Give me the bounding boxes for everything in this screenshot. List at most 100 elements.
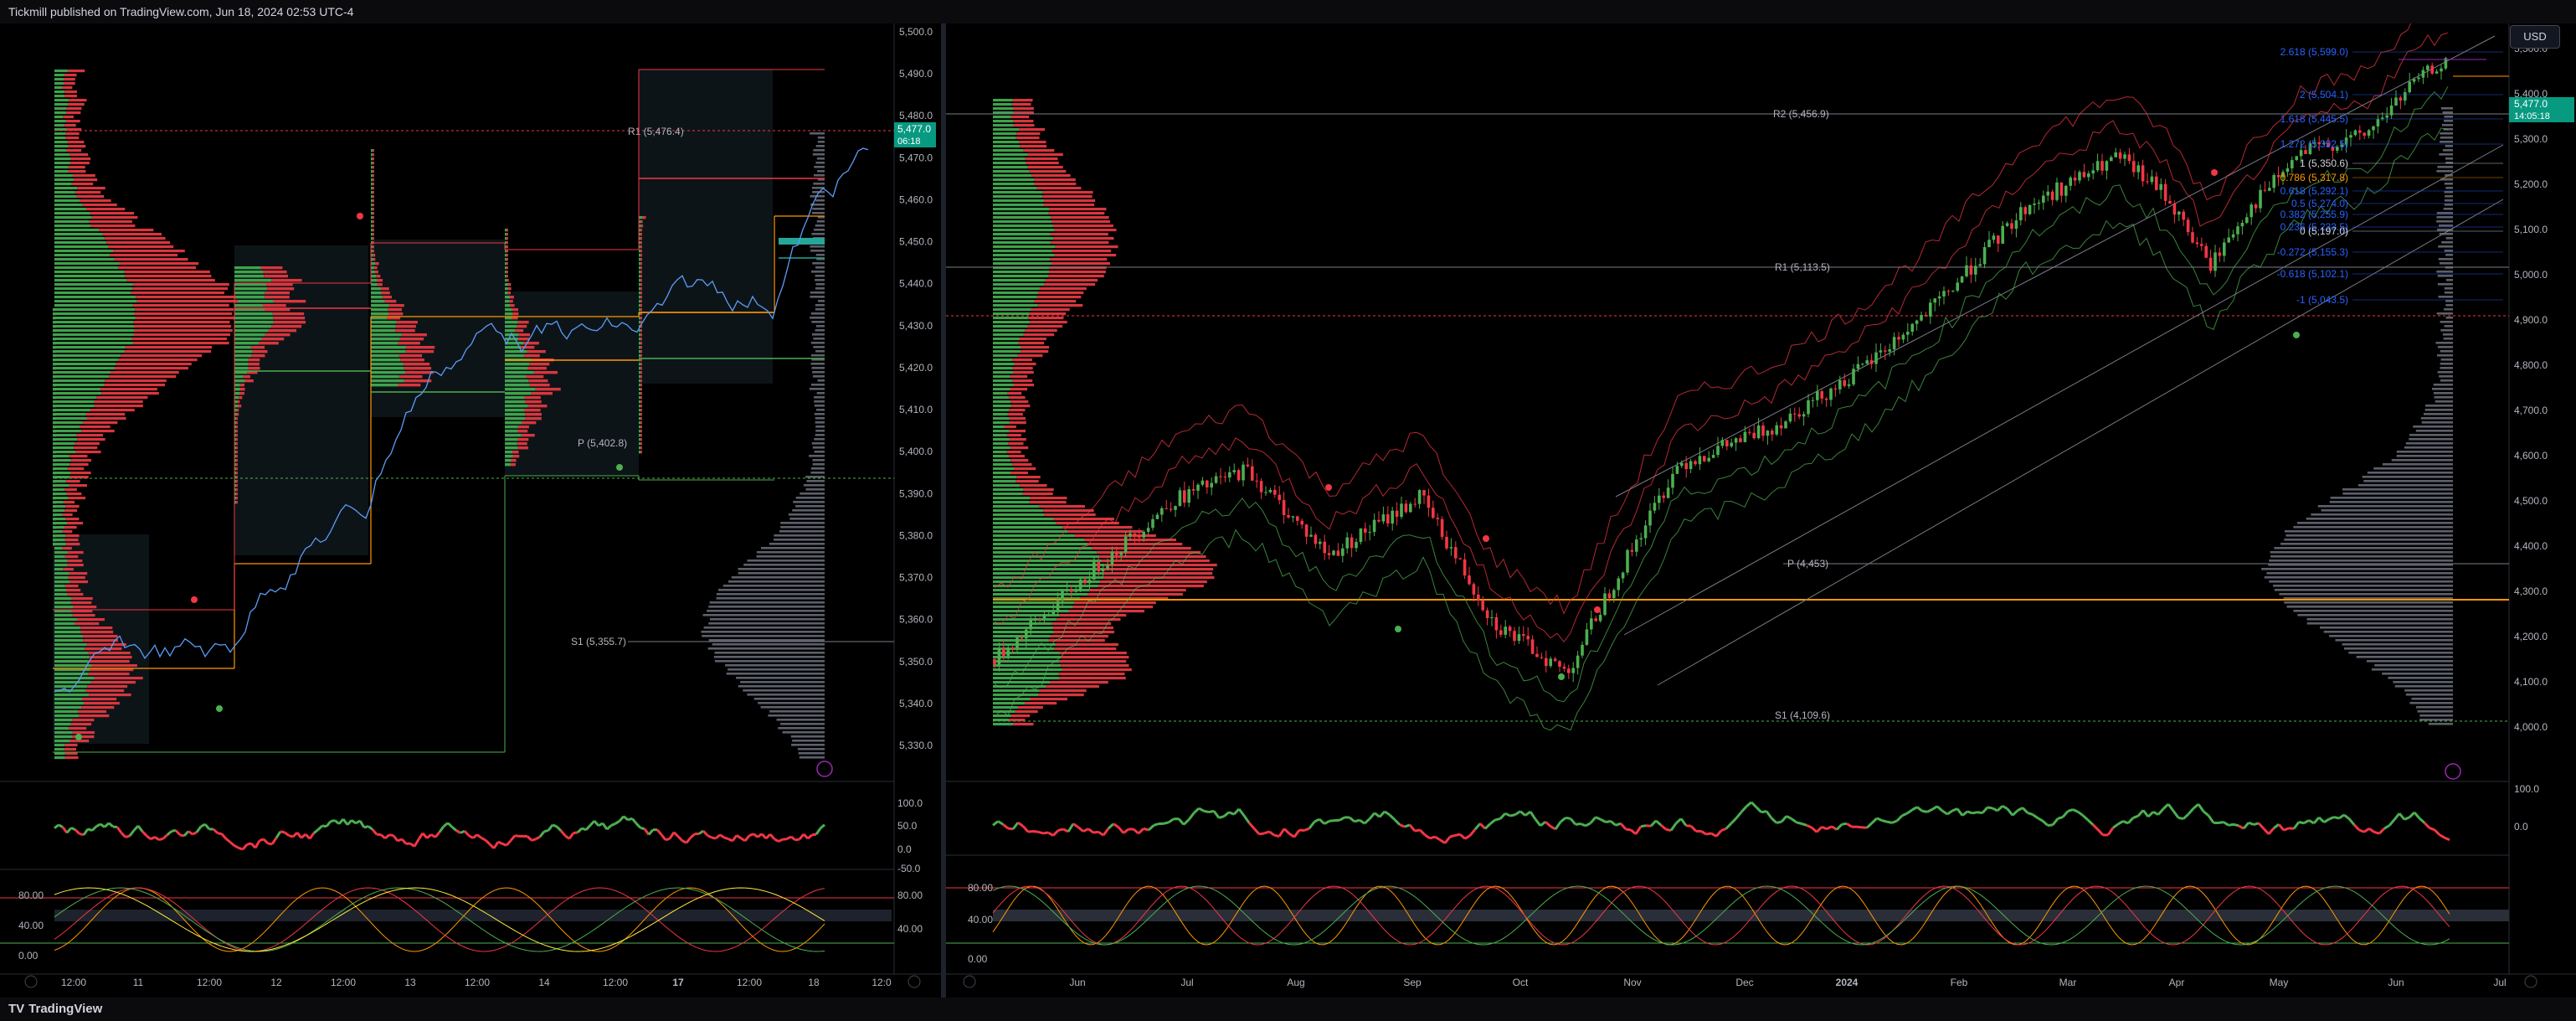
- vp-bar-up: [639, 417, 641, 420]
- vp-bar-up: [234, 417, 237, 420]
- vp-grey-bar: [2438, 296, 2453, 298]
- osc1-segment: [1514, 810, 1521, 816]
- vp-grey-bar: [788, 513, 825, 516]
- candle-body: [2168, 200, 2172, 204]
- candle-body: [1526, 636, 1530, 640]
- candle-body: [2295, 156, 2298, 161]
- left-chart[interactable]: 5,500.05,490.05,480.05,470.05,460.05,450…: [0, 23, 941, 998]
- osc1-segment: [552, 823, 558, 828]
- vp-bar-up: [993, 174, 1032, 178]
- candle-body: [1278, 494, 1281, 501]
- timezone-icon[interactable]: [963, 975, 976, 988]
- r2-level-label: R2 (5,456.9): [1773, 108, 1829, 120]
- osc1-segment: [380, 833, 386, 840]
- chart-divider[interactable]: [941, 23, 946, 998]
- osc1-segment: [535, 835, 541, 841]
- vp-bar-down: [405, 371, 434, 374]
- vp-bar-down: [1061, 656, 1129, 659]
- osc1-segment: [2006, 807, 2014, 817]
- vp-bar-down: [236, 451, 238, 454]
- vp-bar-down: [90, 668, 134, 672]
- vp-bar-up: [234, 451, 237, 454]
- vp-grey-bar: [2343, 647, 2453, 650]
- candle-body: [1056, 601, 1060, 612]
- vp-bar-down: [640, 220, 643, 224]
- vp-grey-bar: [805, 476, 825, 478]
- vp-bar-up: [639, 350, 641, 353]
- vp-bar-up: [234, 296, 265, 299]
- osc1-segment: [1354, 818, 1360, 823]
- osc1-segment: [125, 834, 131, 838]
- candle-body: [1535, 653, 1539, 657]
- auto-scale-icon[interactable]: [2524, 975, 2537, 988]
- alert-lightning-icon[interactable]: [2445, 763, 2461, 780]
- tradingview-brand[interactable]: TV TradingView: [8, 1002, 102, 1016]
- osc1-segment: [753, 833, 758, 838]
- vp-bar-up: [371, 166, 373, 169]
- osc1-segment: [702, 829, 709, 837]
- vp-grey-bar: [2423, 413, 2453, 415]
- vp-bar-up: [53, 354, 55, 358]
- candle-body: [1829, 388, 1833, 400]
- vp-bar-down: [398, 384, 421, 387]
- vp-bar-down: [67, 522, 84, 525]
- vp-bar-up: [54, 191, 75, 194]
- candle-body: [1915, 320, 1919, 324]
- vp-bar-down: [1043, 509, 1094, 513]
- osc1-segment: [1865, 822, 1874, 829]
- osc1-segment: [1414, 828, 1421, 833]
- osc1-segment: [154, 836, 160, 841]
- right-chart[interactable]: 5,500.05,400.05,300.05,200.05,100.05,000…: [946, 23, 2576, 998]
- vp-bar-down: [1012, 463, 1032, 467]
- vp-bar-up: [371, 296, 383, 299]
- vp-bar-up: [53, 442, 55, 446]
- osc1-segment: [1810, 826, 1818, 833]
- timezone-icon[interactable]: [24, 975, 38, 988]
- vp-grey-bar: [814, 413, 825, 415]
- osc1-segment: [1826, 825, 1833, 831]
- osc1-segment: [2238, 824, 2244, 830]
- vp-bar-up: [505, 388, 536, 391]
- vp-bar-down: [267, 287, 295, 291]
- osc1-segment: [2393, 812, 2401, 821]
- vp-bar-down: [118, 358, 198, 362]
- candle-body: [1937, 296, 1941, 299]
- vp-bar-down: [373, 170, 374, 173]
- right-price-tick: 4,500.0: [2514, 495, 2548, 507]
- vp-bar-down: [125, 275, 212, 278]
- vp-bar-up: [993, 610, 1069, 613]
- vp-bar-up: [53, 325, 55, 328]
- vp-bar-up: [993, 409, 1010, 412]
- vp-grey-bar: [2440, 132, 2453, 135]
- vp-bar-up: [505, 279, 507, 282]
- osc1-segment: [1580, 822, 1586, 828]
- osc1-segment: [2207, 814, 2215, 824]
- vp-bar-down: [89, 694, 131, 697]
- vp-bar-up: [54, 350, 126, 353]
- candle-body: [2172, 204, 2177, 215]
- vp-bar-down: [506, 229, 508, 232]
- vp-bar-up: [993, 124, 1014, 127]
- auto-scale-icon[interactable]: [908, 975, 921, 988]
- vp-grey-bar: [2440, 141, 2453, 143]
- osc1-segment: [2051, 817, 2059, 826]
- osc1-segment: [65, 827, 73, 834]
- last-price-countdown: 14:05:18: [2514, 111, 2550, 121]
- osc1-segment: [2312, 816, 2321, 824]
- candle-body: [1694, 461, 1697, 465]
- vp-grey-bar: [2425, 405, 2453, 407]
- vp-bar-up: [54, 409, 91, 412]
- vp-bar-up: [234, 321, 274, 324]
- vp-bar-up: [54, 451, 76, 454]
- vp-bar-up: [234, 463, 237, 467]
- osc1-segment: [1007, 827, 1014, 831]
- currency-button[interactable]: USD: [2510, 25, 2560, 49]
- candle-body: [1530, 639, 1535, 654]
- vp-bar-up: [993, 631, 1054, 634]
- vp-bar-down: [132, 304, 229, 307]
- alert-lightning-icon[interactable]: [816, 761, 833, 777]
- vp-grey-bar: [2286, 606, 2453, 608]
- candle-body: [1377, 519, 1381, 522]
- vp-bar-up: [53, 434, 55, 437]
- osc1-segment: [1575, 822, 1581, 826]
